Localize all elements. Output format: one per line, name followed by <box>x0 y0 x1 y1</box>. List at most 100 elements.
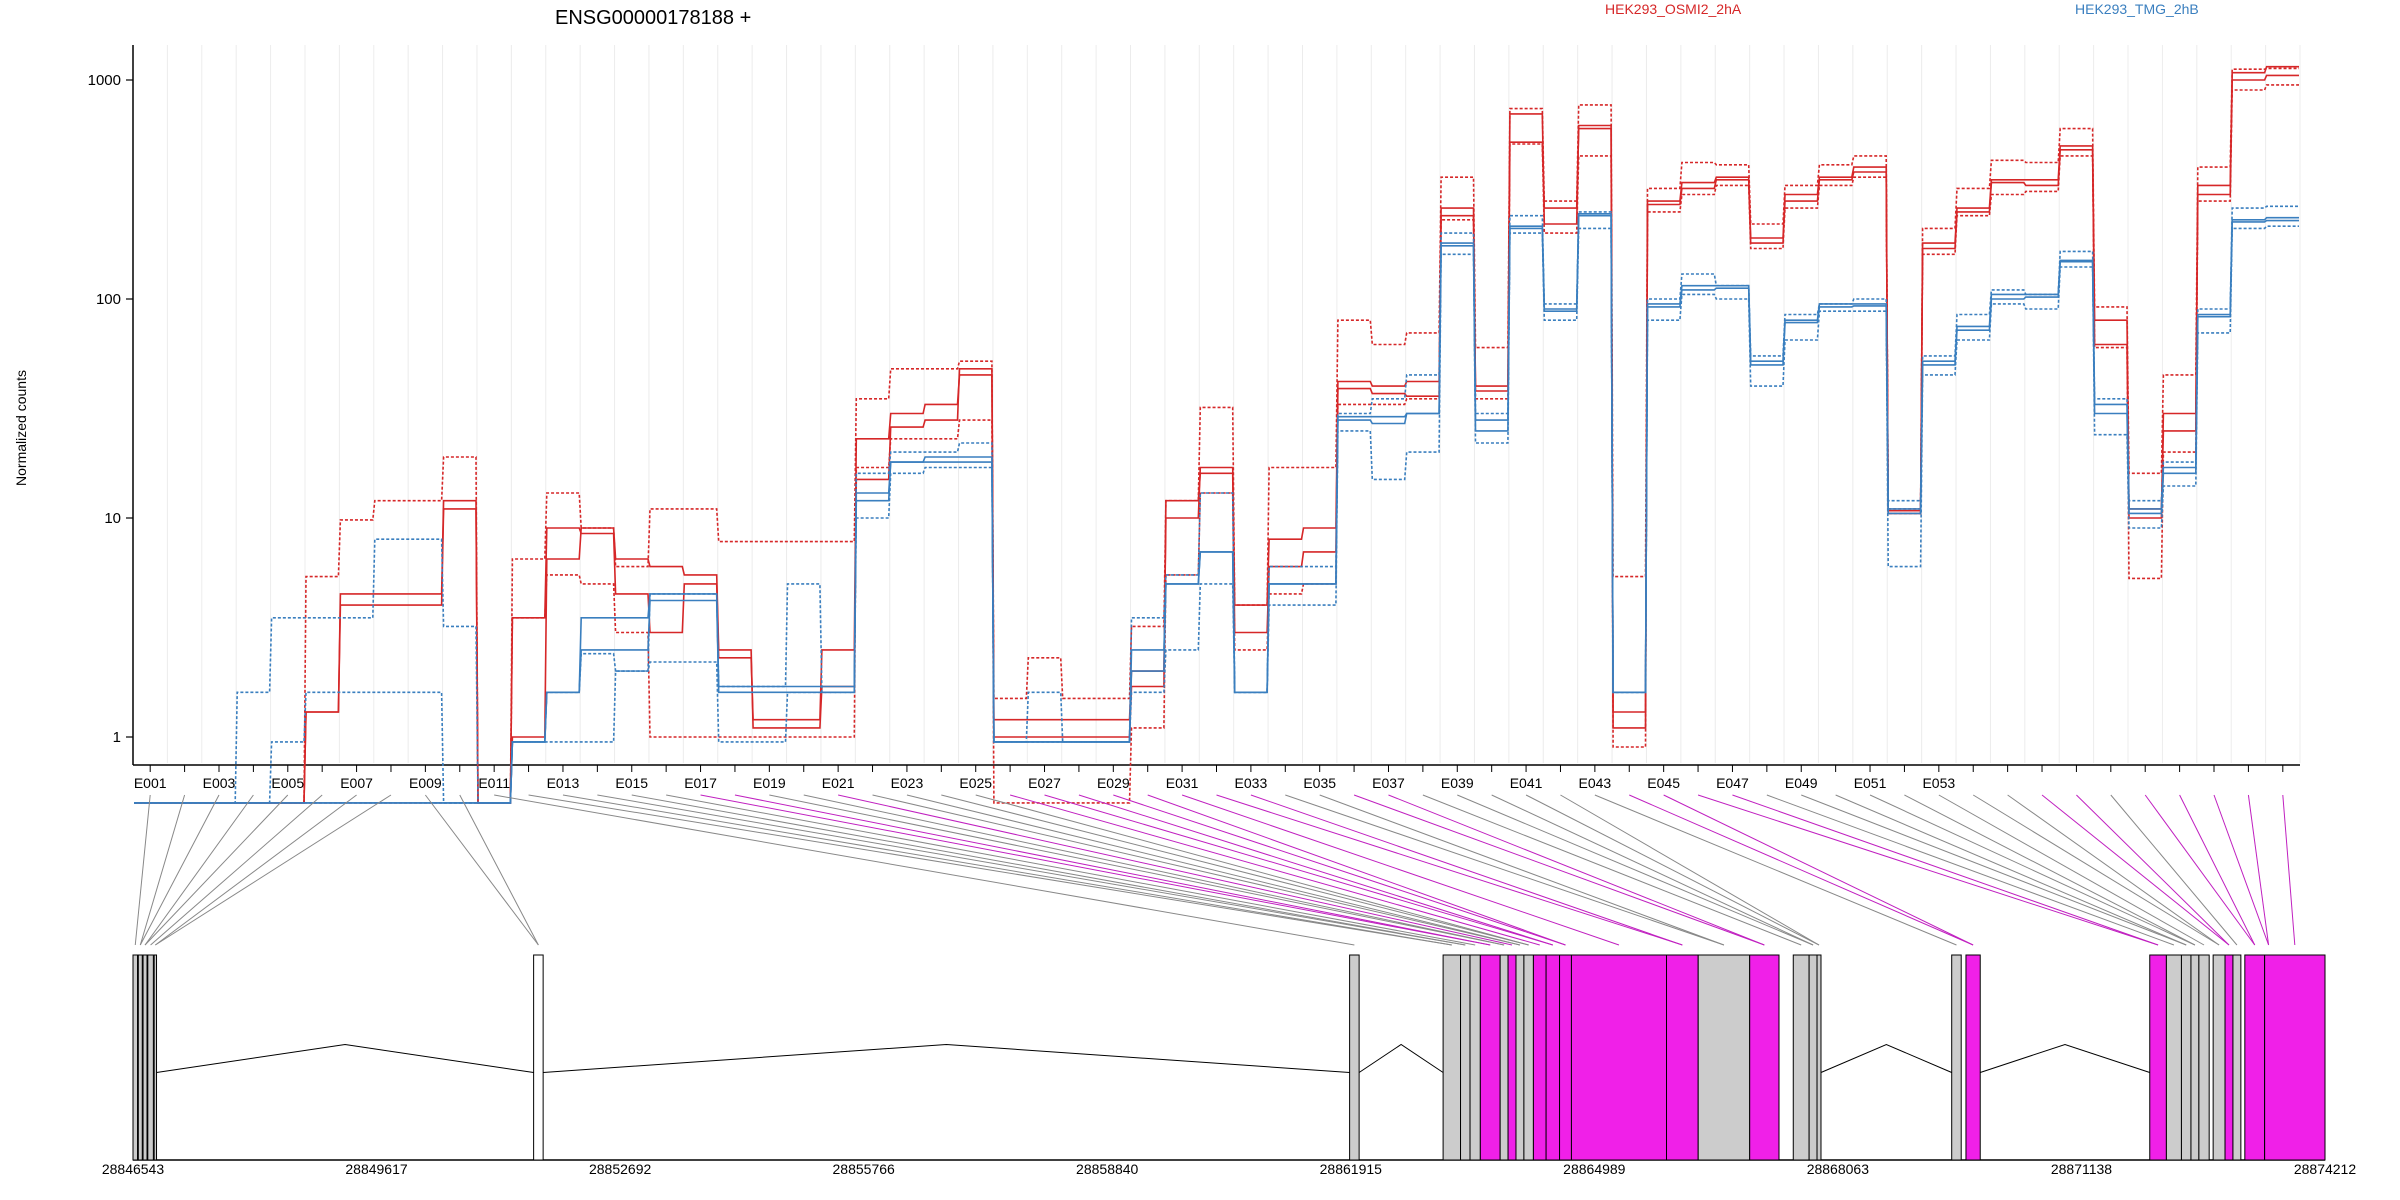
exon-block <box>2212 954 2226 1161</box>
exon-link-line <box>2179 794 2256 946</box>
series-line <box>134 225 2299 804</box>
exon-block <box>533 954 544 1161</box>
exon-link-line <box>2041 794 2230 946</box>
y-tick-label: 10 <box>104 510 121 527</box>
gene-tick-label: 28858840 <box>1076 1161 1139 1177</box>
x-tick-label: E047 <box>1716 775 1749 791</box>
x-tick-label: E051 <box>1854 775 1887 791</box>
exon-block <box>1532 954 1547 1161</box>
exon-link-line <box>2076 794 2230 946</box>
x-tick-label: E021 <box>822 775 855 791</box>
intron-line <box>1358 1043 1444 1073</box>
exon-block <box>1965 954 1981 1161</box>
exon-block <box>2165 954 2182 1161</box>
x-tick-label: E015 <box>615 775 648 791</box>
exon-block <box>2198 954 2210 1161</box>
legend-label-tmg: HEK293_TMG_2hB <box>2075 1 2199 17</box>
exon-link-line <box>597 794 1466 946</box>
gene-tick-label: 28864989 <box>1563 1161 1626 1177</box>
exon-block <box>132 954 139 1161</box>
exon-link-line <box>1938 794 2205 946</box>
exon-link-line <box>1009 794 1540 946</box>
exon-link-line <box>562 794 1452 946</box>
exon-link-line <box>1319 794 1725 946</box>
axes: 1 10 100 1000 E001 E003 E005 E007 E009 E011 E013 E0… <box>88 45 2300 791</box>
exon-link-line <box>1457 794 1814 946</box>
x-tick-label: E025 <box>959 775 992 791</box>
x-tick-label: E023 <box>891 775 924 791</box>
exon-link-line <box>906 794 1521 946</box>
series-line <box>134 84 2299 804</box>
exon-link-line <box>1147 794 1566 946</box>
y-tick-label: 1000 <box>88 72 121 89</box>
x-tick-label: E029 <box>1097 775 1130 791</box>
exon-link-line <box>872 794 1521 946</box>
gene-tick-label: 28855766 <box>833 1161 896 1177</box>
exon-link-line <box>1766 794 2175 946</box>
exon-link-line <box>1491 794 1814 946</box>
x-tick-label: E019 <box>753 775 786 791</box>
exon-block <box>1460 954 1471 1161</box>
exon-link-line <box>1525 794 1820 946</box>
series-line <box>134 67 2299 804</box>
x-tick-label: E053 <box>1922 775 1955 791</box>
intron-line <box>543 1043 1350 1073</box>
x-tick-label: E033 <box>1235 775 1268 791</box>
exon-link-line <box>1663 794 1974 946</box>
exon-block <box>1545 954 1561 1161</box>
exon-link-line <box>941 794 1529 946</box>
exon-link-line <box>144 794 254 946</box>
exon-link-line <box>1113 794 1566 946</box>
exon-block <box>1499 954 1509 1161</box>
exon-link-line <box>1285 794 1725 946</box>
exon-link-line <box>975 794 1529 946</box>
exon-link-lines <box>134 794 2296 946</box>
gene-tick-label: 28852692 <box>589 1161 652 1177</box>
exon-link-line <box>1560 794 1820 946</box>
exon-block <box>1507 954 1517 1161</box>
exon-link-line <box>2110 794 2238 946</box>
x-tick-label: E013 <box>547 775 580 791</box>
x-tick-label: E003 <box>203 775 236 791</box>
exon-link-line <box>734 794 1491 946</box>
y-tick-label: 100 <box>96 291 121 308</box>
exon-link-line <box>150 794 323 946</box>
x-tick-label: E037 <box>1372 775 1405 791</box>
plot-series <box>134 65 2299 804</box>
x-tick-label: E027 <box>1028 775 1061 791</box>
chart-title: ENSG00000178188 + <box>555 7 751 29</box>
exon-link-line <box>1732 794 2159 946</box>
intron-line <box>1820 1043 1952 1073</box>
intron-line <box>156 1043 534 1073</box>
exon-block <box>1749 954 1780 1161</box>
exon-link-line <box>139 794 220 946</box>
exon-block <box>147 954 154 1161</box>
exon-link-line <box>700 794 1491 946</box>
gene-model: 28846543 28849617 28852692 28855766 28858840… <box>102 954 2357 1177</box>
gene-tick-label: 28874212 <box>2294 1161 2357 1177</box>
x-tick-label: E045 <box>1647 775 1680 791</box>
x-tick-label: E007 <box>340 775 373 791</box>
x-tick-label: E041 <box>1510 775 1543 791</box>
exon-link-line <box>139 794 186 946</box>
gene-tick-label: 28849617 <box>345 1161 408 1177</box>
exon-link-line <box>1801 794 2187 946</box>
exon-link-line <box>2282 794 2296 946</box>
exon-link-line <box>528 794 1452 946</box>
exon-block <box>2190 954 2200 1161</box>
x-tick-label: E001 <box>134 775 167 791</box>
exon-block <box>2244 954 2266 1161</box>
exon-link-line <box>424 794 539 946</box>
exon-link-line <box>1216 794 1683 946</box>
grid-lines <box>132 45 2301 763</box>
exon-link-line <box>1629 794 1974 946</box>
exon-link-line <box>803 794 1505 946</box>
x-tick-label: E039 <box>1441 775 1474 791</box>
exon-link-line <box>1353 794 1765 946</box>
exon-block <box>1523 954 1534 1161</box>
exon-link-line <box>1835 794 2187 946</box>
exon-link-line <box>1250 794 1683 946</box>
exon-link-line <box>1697 794 2159 946</box>
exon-link-line <box>2007 794 2220 946</box>
exon-link-line <box>1972 794 2220 946</box>
